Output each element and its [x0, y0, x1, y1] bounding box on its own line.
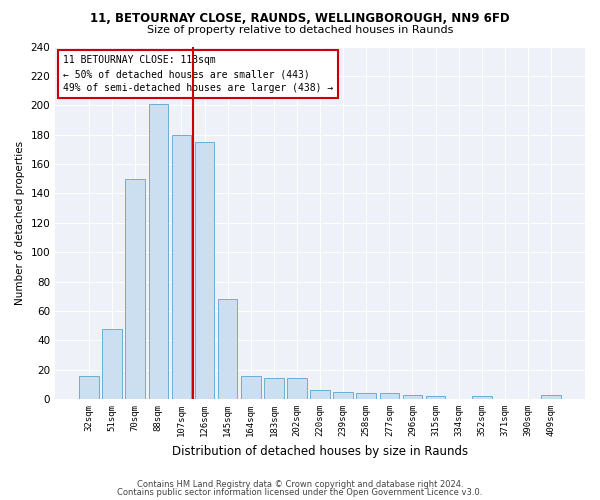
Bar [472, 396, 491, 399]
Y-axis label: Number of detached properties: Number of detached properties [15, 140, 25, 305]
Bar [195, 142, 214, 399]
Text: Contains HM Land Registry data © Crown copyright and database right 2024.: Contains HM Land Registry data © Crown c… [137, 480, 463, 489]
Bar [103, 328, 122, 399]
Bar [403, 394, 422, 399]
Bar [426, 396, 445, 399]
Bar [79, 376, 99, 399]
Bar [218, 299, 238, 399]
Bar [125, 178, 145, 399]
Bar [334, 392, 353, 399]
Bar [287, 378, 307, 399]
Text: 11 BETOURNAY CLOSE: 113sqm
← 50% of detached houses are smaller (443)
49% of sem: 11 BETOURNAY CLOSE: 113sqm ← 50% of deta… [63, 56, 334, 94]
Bar [310, 390, 330, 399]
Bar [172, 134, 191, 399]
Bar [356, 393, 376, 399]
Bar [264, 378, 284, 399]
Text: Size of property relative to detached houses in Raunds: Size of property relative to detached ho… [147, 25, 453, 35]
Text: Contains public sector information licensed under the Open Government Licence v3: Contains public sector information licen… [118, 488, 482, 497]
X-axis label: Distribution of detached houses by size in Raunds: Distribution of detached houses by size … [172, 444, 468, 458]
Bar [541, 394, 561, 399]
Bar [241, 376, 260, 399]
Bar [380, 393, 399, 399]
Text: 11, BETOURNAY CLOSE, RAUNDS, WELLINGBOROUGH, NN9 6FD: 11, BETOURNAY CLOSE, RAUNDS, WELLINGBORO… [90, 12, 510, 26]
Bar [149, 104, 168, 399]
